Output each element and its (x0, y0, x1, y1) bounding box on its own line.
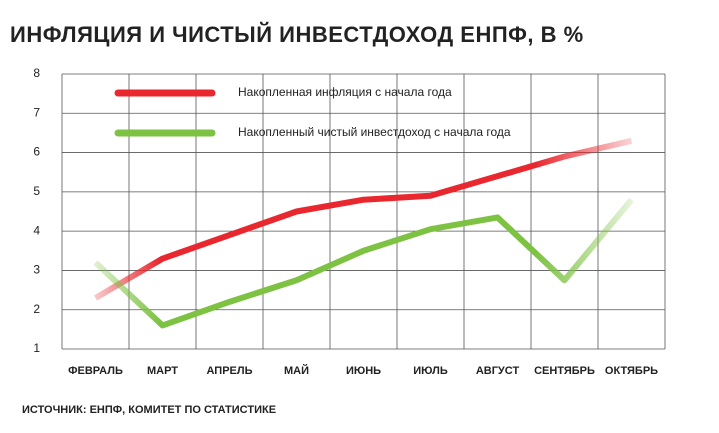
x-tick-label: СЕНТЯБРЬ (534, 365, 595, 377)
y-tick-label: 6 (33, 145, 40, 159)
y-tick-label: 5 (33, 184, 40, 198)
y-tick-label: 1 (33, 341, 40, 355)
x-tick-label: МАРТ (147, 365, 178, 377)
y-tick-label: 2 (33, 302, 40, 316)
y-tick-label: 4 (33, 223, 40, 237)
x-tick-label: ИЮНЬ (346, 365, 381, 377)
legend-label: Накопленный чистый инвестдоход с начала … (238, 125, 511, 139)
legend-label: Накопленная инфляция с начала года (238, 85, 452, 99)
y-tick-label: 3 (33, 263, 40, 277)
x-tick-label: МАЙ (284, 364, 309, 377)
x-tick-label: ИЮЛЬ (413, 365, 448, 377)
x-tick-label: АВГУСТ (476, 365, 520, 377)
series-line (93, 197, 634, 329)
series-line (93, 137, 633, 301)
source: ИСТОЧНИК: ЕНПФ, КОМИТЕТ ПО СТАТИСТИКЕ (22, 404, 276, 416)
chart-title: ИНФЛЯЦИЯ И ЧИСТЫЙ ИНВЕСТДОХОД ЕНПФ, В % (10, 22, 584, 47)
x-tick-label: ФЕВРАЛЬ (68, 365, 123, 377)
y-tick-label: 7 (33, 105, 40, 119)
y-tick-label: 8 (33, 66, 40, 80)
x-tick-label: АПРЕЛЬ (206, 365, 252, 377)
x-tick-label: ОКТЯБРЬ (605, 365, 658, 377)
